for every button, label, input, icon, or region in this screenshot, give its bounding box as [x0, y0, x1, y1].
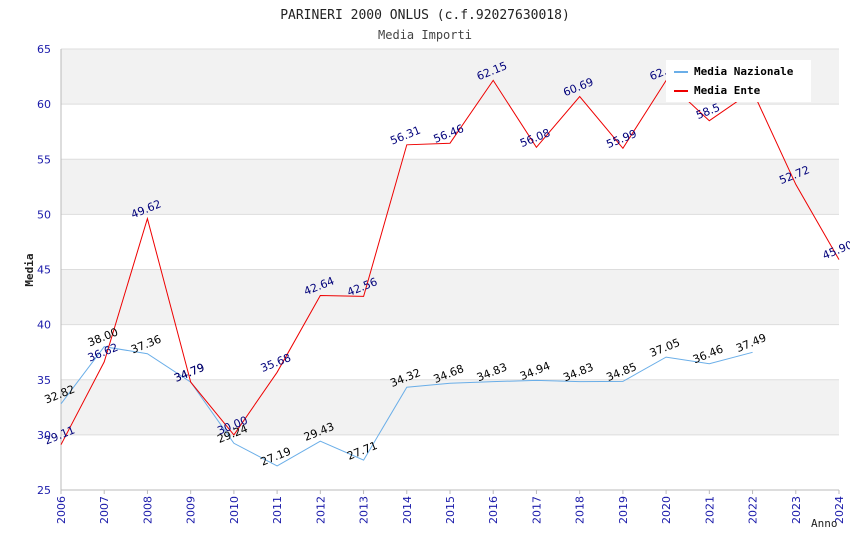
- grid-bands: [61, 49, 839, 435]
- y-tick-label: 60: [37, 98, 51, 111]
- x-tick-label: 2010: [228, 496, 241, 524]
- data-label-media-ente: 56.08: [518, 126, 552, 150]
- x-tick-label: 2017: [530, 496, 543, 524]
- x-tick-label: 2018: [574, 496, 587, 524]
- x-tick-label: 2006: [55, 496, 68, 524]
- y-tick-label: 55: [37, 153, 51, 166]
- y-tick-label: 45: [37, 264, 51, 277]
- series-lines: [60, 79, 840, 467]
- x-tick-label: 2012: [314, 496, 327, 524]
- data-label-media-ente: 56.46: [432, 122, 466, 146]
- chart-title: PARINERI 2000 ONLUS (c.f.92027630018): [280, 8, 570, 23]
- y-tick-label: 65: [37, 43, 51, 56]
- series-line-media-nazionale: [60, 346, 753, 467]
- x-tick-label: 2009: [185, 496, 198, 524]
- x-tick-labels: 2006 2007 2008 2009 2010 2011 2012 2013 2014 2015…: [55, 490, 846, 524]
- grid-band: [61, 159, 839, 215]
- data-label-media-nazionale: 37.36: [129, 333, 163, 357]
- x-tick-label: 2008: [141, 496, 154, 524]
- x-axis-label: Anno: [811, 517, 838, 530]
- data-label-media-nazionale: 36.46: [691, 342, 725, 366]
- x-tick-label: 2011: [271, 496, 284, 524]
- x-tick-label: 2014: [401, 496, 414, 524]
- y-tick-label: 35: [37, 374, 51, 387]
- data-label-media-ente: 45.90: [821, 238, 850, 262]
- y-tick-label: 40: [37, 319, 51, 332]
- data-label-media-ente: 35.68: [259, 351, 293, 375]
- legend-box: [666, 60, 811, 102]
- data-label-media-nazionale: 37.05: [648, 336, 682, 360]
- y-tick-label: 25: [37, 484, 51, 497]
- legend-label-media-nazionale: Media Nazionale: [694, 65, 794, 78]
- x-tick-label: 2023: [790, 496, 803, 524]
- x-tick-label: 2013: [358, 496, 371, 524]
- x-tick-label: 2019: [617, 496, 630, 524]
- x-tick-label: 2016: [487, 496, 500, 524]
- y-tick-label: 30: [37, 429, 51, 442]
- y-tick-labels: 25 30 35 40 45 50 55 60 65: [37, 43, 51, 497]
- grid-band: [61, 269, 839, 325]
- legend-label-media-ente: Media Ente: [694, 84, 761, 97]
- grid-band: [61, 379, 839, 435]
- legend: Media Nazionale Media Ente: [666, 60, 811, 102]
- x-tick-label: 2007: [98, 496, 111, 524]
- x-tick-label: 2015: [444, 496, 457, 524]
- x-tick-label: 2024: [833, 496, 846, 524]
- x-tick-label: 2022: [747, 496, 760, 524]
- y-tick-label: 50: [37, 208, 51, 221]
- series-line-media-ente: [60, 79, 840, 445]
- chart-subtitle: Media Importi: [378, 28, 472, 42]
- data-label-media-ente: 29.11: [43, 424, 77, 448]
- y-axis-label: Media: [23, 253, 36, 286]
- x-tick-label: 2021: [703, 496, 716, 524]
- x-tick-label: 2020: [660, 496, 673, 524]
- data-label-media-nazionale: 37.49: [734, 331, 768, 355]
